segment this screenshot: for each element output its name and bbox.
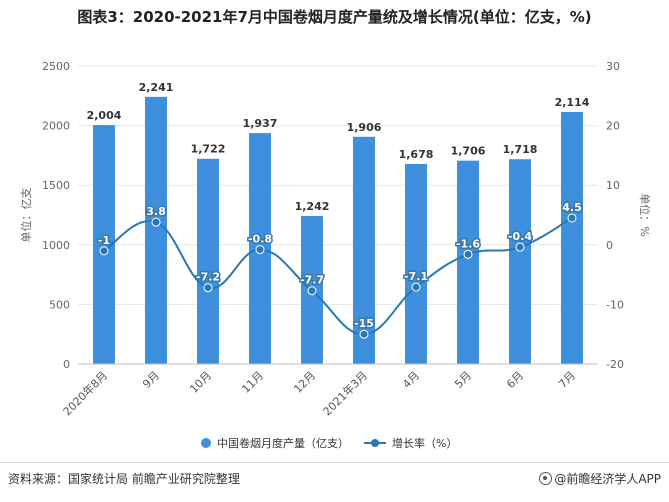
x-tick-label: 2021年3月 — [320, 368, 370, 418]
brand-mark: @前瞻经济学人APP — [539, 470, 661, 487]
line-value-label: -15 — [354, 317, 374, 330]
line-value-label: -0.8 — [248, 233, 272, 246]
legend-bar-label: 中国卷烟月度产量（亿支） — [217, 436, 349, 450]
y-tick-label: 2000 — [42, 120, 70, 133]
line-point — [99, 246, 109, 256]
bar-value-label: 1,937 — [243, 117, 278, 130]
line-value-label: -7.2 — [196, 271, 220, 284]
line-value-label: 4.5 — [562, 201, 582, 214]
bar — [457, 160, 479, 364]
legend-bar-marker — [201, 438, 211, 448]
line-point — [359, 329, 369, 339]
x-tick-label: 4月 — [400, 369, 422, 391]
y2-tick-label: 10 — [606, 179, 620, 192]
y-axis-title: 单位：亿支 — [19, 188, 33, 243]
line-value-label: -7.7 — [300, 274, 324, 287]
x-tick-label: 9月 — [140, 369, 162, 391]
line-series: -1 3.8 -7.2 -0.8 -7.7 -15 -7.1 -1.6 -0.4 4.5 — [96, 199, 583, 339]
legend-line-marker — [371, 439, 379, 447]
y-tick-label: 500 — [49, 298, 70, 311]
line-point — [411, 282, 421, 292]
x-tick-label: 11月 — [239, 369, 266, 396]
bar-value-label: 1,706 — [451, 145, 486, 158]
bar — [197, 158, 219, 364]
x-tick-label: 5月 — [452, 369, 474, 391]
brand-text: @前瞻经济学人APP — [554, 472, 661, 486]
x-tick-label: 6月 — [504, 369, 526, 391]
bar-value-label: 1,718 — [503, 143, 538, 156]
x-tick-label: 12月 — [291, 369, 318, 396]
bar — [405, 163, 427, 364]
bar-value-label: 1,242 — [295, 200, 330, 213]
line-point — [255, 245, 265, 255]
line-value-label: -1 — [98, 234, 110, 247]
bar — [145, 96, 167, 364]
legend: 中国卷烟月度产量（亿支） 增长率（%） — [201, 436, 457, 450]
bar — [561, 112, 583, 364]
line-point — [307, 286, 317, 296]
line-value-label: -0.4 — [508, 230, 532, 243]
bar-value-label: 1,722 — [191, 143, 226, 156]
line-point — [567, 213, 577, 223]
chart-title: 图表3：2020-2021年7月中国卷烟月度产量统及增长情况(单位：亿支，%) — [77, 8, 592, 26]
line-point — [203, 283, 213, 293]
bar-value-label: 1,906 — [347, 121, 382, 134]
bar — [353, 136, 375, 364]
bar-value-label: 1,678 — [399, 148, 434, 161]
x-tick-label: 7月 — [556, 369, 578, 391]
source-note: 资料来源：国家统计局 前瞻产业研究院整理 — [8, 472, 240, 486]
line-point — [515, 242, 525, 252]
y2-tick-label: -10 — [606, 298, 624, 311]
bar-series: 2,004 2,241 1,722 1,937 1,242 1,906 1,678 1,706… — [87, 81, 590, 364]
bar-value-label: 2,004 — [87, 109, 122, 122]
x-tick-label: 2020年8月 — [60, 368, 110, 418]
line-value-label: -7.1 — [404, 270, 428, 283]
y-tick-label: 0 — [63, 358, 70, 371]
y2-tick-label: 30 — [606, 60, 620, 73]
y-tick-label: 1000 — [42, 239, 70, 252]
y2-tick-label: 20 — [606, 120, 620, 133]
brand-logo-icon — [539, 472, 553, 485]
y-tick-label: 1500 — [42, 179, 70, 192]
x-tick-label: 10月 — [187, 369, 214, 396]
y2-tick-label: -20 — [606, 358, 624, 371]
bar-value-label: 2,241 — [139, 81, 174, 94]
combo-chart: 2,004 2,241 1,722 1,937 1,242 1,906 1,678 1,706… — [19, 60, 652, 450]
legend-line-label: 增长率（%） — [392, 436, 457, 450]
bar — [93, 125, 115, 364]
line-value-label: -1.6 — [456, 237, 480, 250]
bar — [509, 159, 531, 364]
line-value-label: 3.8 — [146, 205, 166, 218]
y2-axis-title: 单位：% — [638, 193, 652, 236]
line-point — [151, 217, 161, 227]
footer-divider — [0, 462, 669, 463]
growth-line — [103, 217, 573, 336]
y-tick-label: 2500 — [42, 60, 70, 73]
y2-tick-label: 0 — [606, 239, 613, 252]
bar-value-label: 2,114 — [555, 96, 590, 109]
line-point — [463, 249, 473, 259]
